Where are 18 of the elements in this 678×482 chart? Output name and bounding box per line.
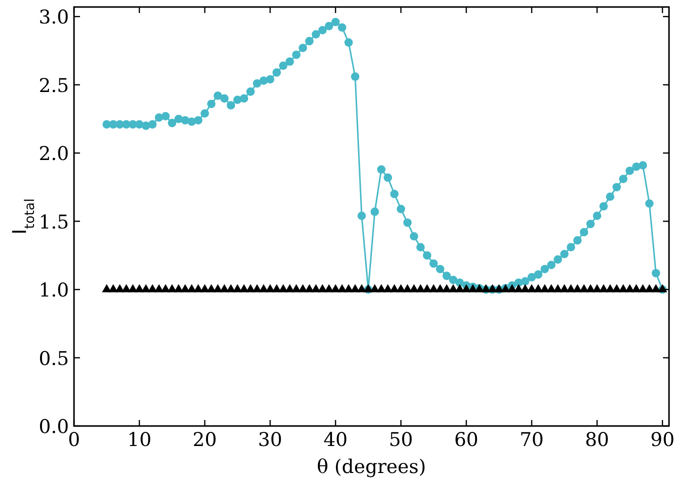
x-tick-label: 40 — [323, 429, 348, 451]
x-tick-label: 30 — [258, 429, 282, 451]
x-tick-label: 20 — [192, 429, 217, 451]
y-tick-label: 3.0 — [38, 6, 69, 29]
y-tick-label: 1.0 — [38, 280, 69, 302]
y-tick-label: 1.5 — [38, 211, 69, 234]
y-tick-label: 2.5 — [38, 74, 69, 97]
y-tick-label: 2.0 — [38, 143, 69, 166]
x-tick-label: 80 — [584, 429, 610, 451]
x-tick-label: 70 — [520, 429, 544, 451]
x-tick-label: 50 — [388, 429, 414, 451]
x-axis-title: θ (degrees) — [316, 456, 426, 478]
y-tick-label: 0.5 — [38, 348, 69, 370]
x-tick-label: 10 — [127, 429, 152, 451]
x-tick-label: 60 — [454, 429, 478, 451]
y-tick-label: 0.0 — [38, 416, 69, 438]
x-tick-label: 90 — [650, 429, 675, 451]
x-tick-label: 0 — [68, 429, 80, 451]
